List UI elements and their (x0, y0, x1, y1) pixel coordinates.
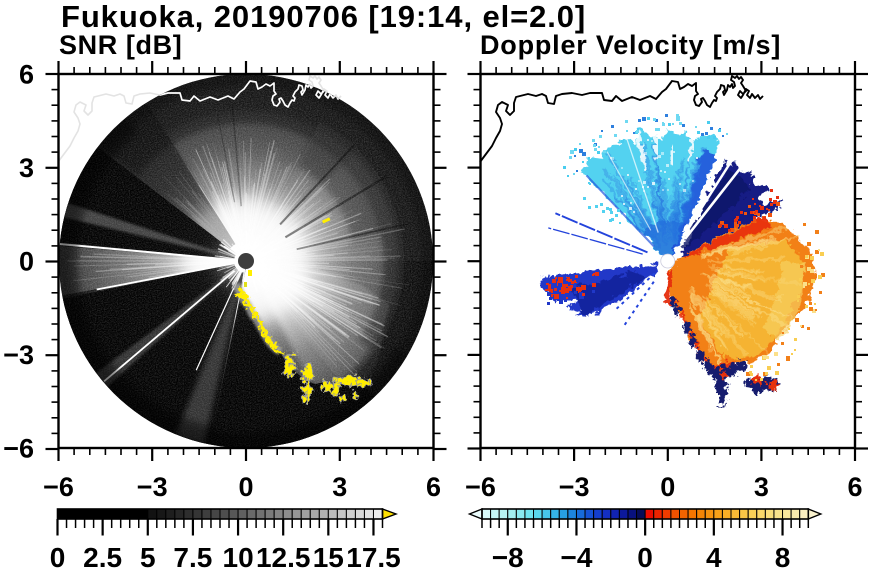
svg-text:17.5: 17.5 (346, 542, 401, 570)
svg-text:−8: −8 (492, 542, 524, 570)
svg-text:0: 0 (660, 472, 675, 502)
svg-text:−6: −6 (465, 472, 496, 502)
svg-text:6: 6 (426, 472, 441, 502)
svg-text:7.5: 7.5 (173, 542, 212, 570)
svg-text:0: 0 (637, 542, 653, 570)
svg-text:15: 15 (313, 542, 344, 570)
svg-text:3: 3 (332, 472, 347, 502)
svg-text:2.5: 2.5 (83, 542, 122, 570)
svg-text:0: 0 (19, 247, 34, 277)
svg-text:4: 4 (706, 542, 722, 570)
svg-text:10: 10 (223, 542, 254, 570)
svg-text:5: 5 (140, 542, 156, 570)
svg-text:Fukuoka, 20190706 [19:14, el=2: Fukuoka, 20190706 [19:14, el=2.0] (61, 0, 586, 34)
svg-text:Doppler Velocity [m/s]: Doppler Velocity [m/s] (480, 30, 781, 60)
svg-text:8: 8 (775, 542, 791, 570)
svg-text:12.5: 12.5 (256, 542, 311, 570)
svg-text:−3: −3 (137, 472, 168, 502)
svg-text:0: 0 (50, 542, 66, 570)
svg-text:SNR [dB]: SNR [dB] (59, 30, 182, 60)
svg-text:3: 3 (19, 153, 34, 183)
svg-text:−3: −3 (559, 472, 590, 502)
svg-text:6: 6 (19, 60, 34, 90)
svg-text:3: 3 (754, 472, 769, 502)
svg-text:6: 6 (847, 472, 862, 502)
svg-text:−3: −3 (3, 340, 34, 370)
svg-text:−6: −6 (3, 434, 34, 464)
svg-text:−6: −6 (43, 472, 74, 502)
svg-text:0: 0 (238, 472, 253, 502)
svg-text:−4: −4 (561, 542, 593, 570)
